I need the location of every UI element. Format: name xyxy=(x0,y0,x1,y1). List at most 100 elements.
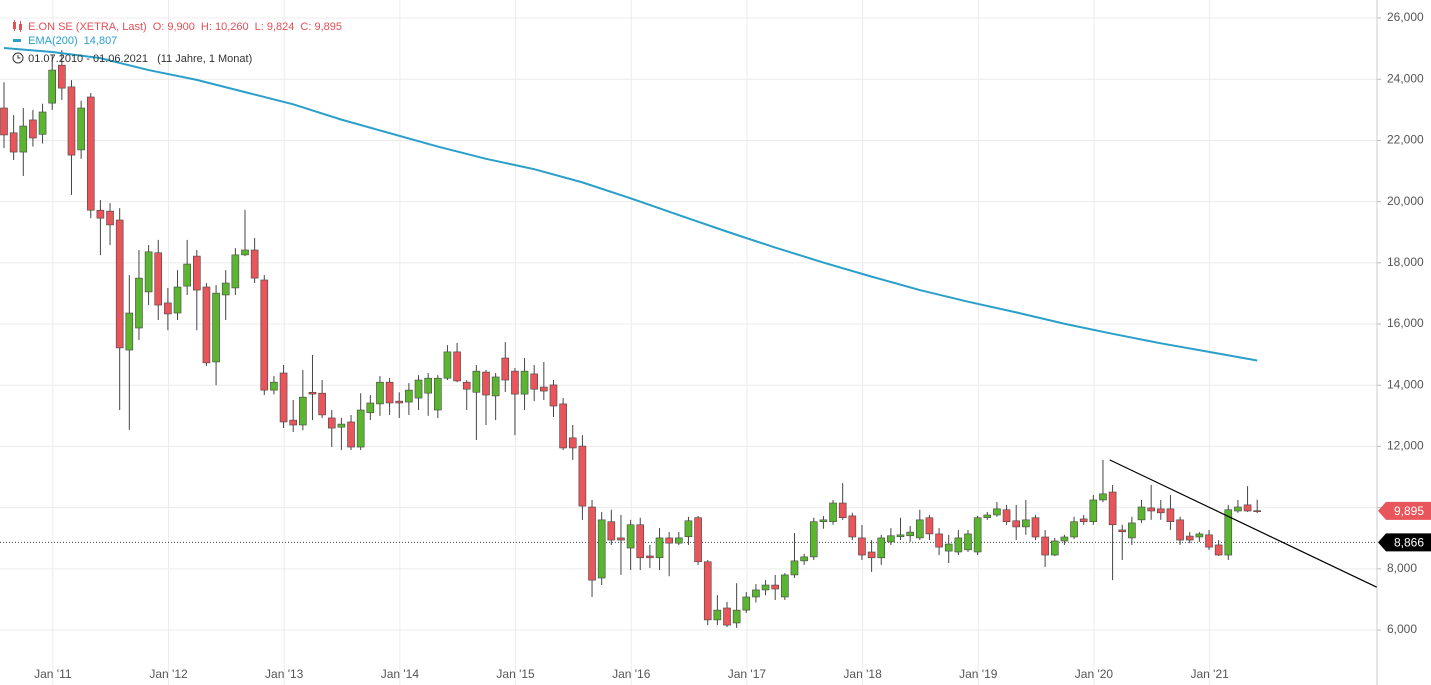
price-tag-label: 9,895 xyxy=(1394,504,1424,518)
candle-body xyxy=(443,351,452,379)
candle-body xyxy=(38,111,47,135)
x-tick-label: Jan '17 xyxy=(728,667,767,681)
candle-body xyxy=(607,521,616,541)
candle-body xyxy=(1205,534,1213,548)
candle-body xyxy=(1031,517,1040,538)
candle-body xyxy=(1157,508,1165,514)
header-ohlc: E.ON SE (XETRA, Last) O: 9,900 H: 10,260 L:… xyxy=(6,6,348,33)
candle-body xyxy=(433,377,442,411)
candle-body xyxy=(491,376,500,397)
y-tick-label: 26,000 xyxy=(1387,10,1424,24)
candle-body xyxy=(135,277,143,329)
candle-body xyxy=(337,423,346,428)
candle-body xyxy=(289,419,298,426)
candle-body xyxy=(597,519,606,579)
y-tick-label: 18,000 xyxy=(1387,255,1424,269)
x-tick-label: Jan '14 xyxy=(381,667,420,681)
candle-body xyxy=(1147,507,1155,512)
candle-body xyxy=(270,381,278,391)
candle-body xyxy=(86,96,95,211)
candle-body xyxy=(106,210,114,226)
ema-name: EMA(200) xyxy=(28,35,78,47)
candle-body xyxy=(636,524,645,559)
candle-body xyxy=(617,537,625,541)
candle-body xyxy=(193,255,201,291)
candle-body xyxy=(1185,535,1194,541)
candle-icon xyxy=(13,20,23,32)
y-tick-label: 8,000 xyxy=(1387,561,1417,575)
candle-body xyxy=(530,373,539,390)
candle-body xyxy=(896,534,905,537)
y-tick-label: 12,000 xyxy=(1387,439,1424,453)
candle-body xyxy=(674,537,683,544)
close: C: 9,895 xyxy=(300,21,342,33)
open: O: 9,900 xyxy=(152,21,195,33)
candle-body xyxy=(115,219,124,349)
candle-body xyxy=(58,64,66,89)
candle-body xyxy=(761,584,770,591)
candle-body xyxy=(1253,510,1261,512)
candle-body xyxy=(405,389,413,403)
candle-body xyxy=(549,384,558,407)
candle-body xyxy=(578,445,587,507)
candle-body xyxy=(559,403,567,449)
candle-body xyxy=(877,537,886,559)
candle-body xyxy=(1041,536,1049,556)
x-tick-label: Jan '20 xyxy=(1075,667,1114,681)
candle-body xyxy=(183,263,191,287)
candle-body xyxy=(568,437,577,449)
candle-body xyxy=(318,392,326,416)
candle-body xyxy=(1089,499,1098,522)
price-tag xyxy=(1378,533,1431,552)
candle-body xyxy=(848,515,857,538)
candle-body xyxy=(221,282,230,296)
candle-body xyxy=(385,381,394,404)
candle-body xyxy=(125,312,134,351)
candle-body xyxy=(1234,506,1242,512)
candle-body xyxy=(482,371,490,396)
x-tick-label: Jan '16 xyxy=(612,667,651,681)
candle-body xyxy=(626,524,635,549)
candle-body xyxy=(9,132,18,153)
duration: (11 Jahre, 1 Monat) xyxy=(157,53,253,65)
ema-icon xyxy=(13,39,22,42)
x-tick-label: Jan '19 xyxy=(959,667,998,681)
candle-body xyxy=(655,537,664,559)
candle-body xyxy=(1243,504,1252,512)
candle-body xyxy=(202,286,211,364)
header-ema: EMA(200) 14,807 xyxy=(6,22,123,47)
candle-body xyxy=(781,574,789,598)
price-tag xyxy=(1378,501,1431,520)
candle-body xyxy=(665,537,673,544)
candle-body xyxy=(1128,522,1136,539)
candle-body xyxy=(829,502,837,522)
candle-body xyxy=(1060,536,1069,542)
candle-body xyxy=(414,379,423,399)
candle-body xyxy=(732,609,741,624)
candle-body xyxy=(954,537,963,553)
candle-body xyxy=(694,517,702,563)
candle-body xyxy=(915,519,924,539)
candle-body xyxy=(540,386,548,392)
candle-body xyxy=(925,517,934,535)
candle-body xyxy=(376,381,384,405)
candle-body xyxy=(858,537,866,556)
candle-body xyxy=(19,125,28,153)
candle-body xyxy=(48,69,57,104)
candle-body xyxy=(867,551,876,559)
candle-body xyxy=(1176,519,1184,541)
period: 01.07.2010 - 01.06.2021 xyxy=(28,53,149,65)
clock-icon xyxy=(12,52,24,64)
candle-body xyxy=(511,370,519,395)
candle-body xyxy=(347,421,355,448)
candle-body xyxy=(1166,508,1175,522)
x-tick-label: Jan '21 xyxy=(1190,667,1229,681)
candle-body xyxy=(935,533,943,548)
candle-body xyxy=(646,555,654,559)
y-tick-label: 16,000 xyxy=(1387,316,1424,330)
candle-body xyxy=(520,370,529,395)
candle-body xyxy=(327,417,336,429)
candle-body xyxy=(800,556,808,562)
